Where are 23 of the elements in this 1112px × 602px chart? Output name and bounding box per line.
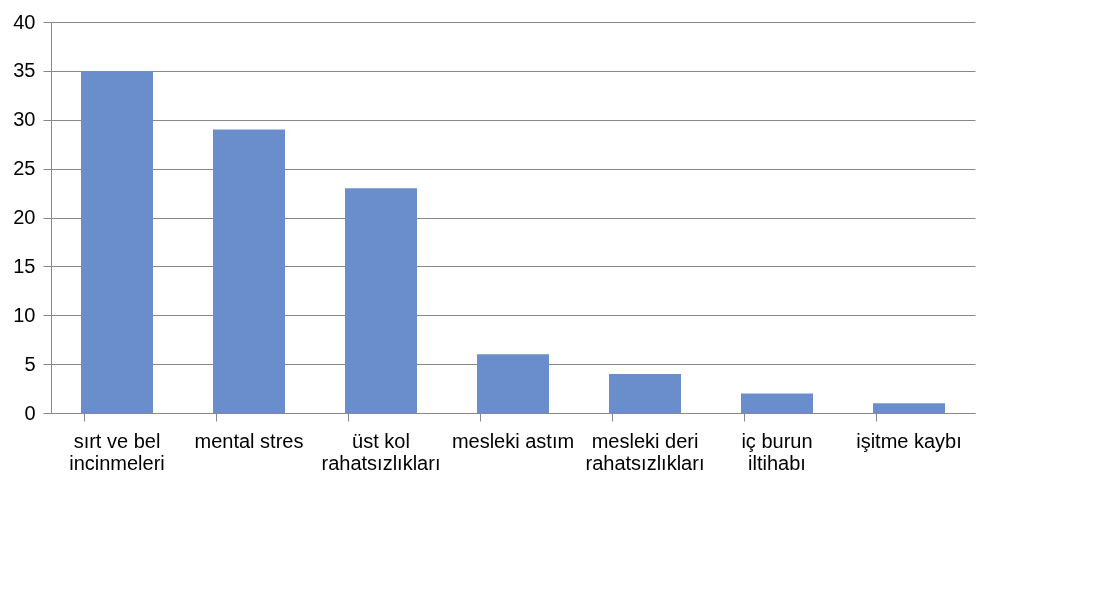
bar [477,354,549,413]
bar [873,403,945,413]
x-tick-label: mental stres [194,429,304,452]
y-tick-label: 20 [13,206,36,228]
x-tick-label: mesleki astım [451,429,575,452]
y-tick-label: 40 [13,10,36,33]
bar [81,70,153,413]
bar [213,129,285,413]
x-tick-label: mesleki deri rahatsızlıkları [585,429,705,474]
x-tick-label: sırt ve bel incinmeleri [69,429,165,474]
y-tick-label: 30 [13,108,36,131]
y-tick-label: 15 [13,254,36,277]
bar [741,393,813,413]
x-tick-label: işitme kaybı [856,429,962,452]
y-tick-label: 10 [13,303,36,326]
x-tick-label: üst kol rahatsızlıkları [321,429,441,474]
y-tick-label: 35 [13,59,36,82]
y-tick-label: 5 [24,352,36,375]
y-tick-label: 0 [24,401,36,424]
bar [345,188,417,413]
bar [609,373,681,413]
y-tick-label: 25 [13,157,36,180]
x-tick-label: iç burun iltihabı [741,429,813,474]
